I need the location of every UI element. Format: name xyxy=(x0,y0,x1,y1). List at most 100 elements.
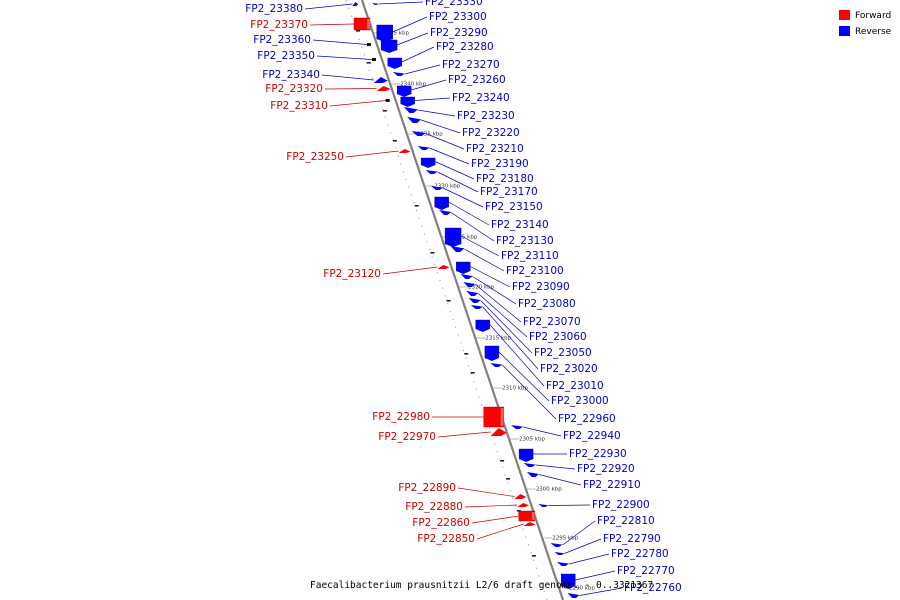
gene-feature-reverse[interactable] xyxy=(460,274,473,279)
gene-label-reverse[interactable]: FP2_22810 xyxy=(597,515,655,527)
gene-feature-reverse[interactable] xyxy=(417,146,430,150)
gene-label-reverse[interactable]: FP2_22790 xyxy=(603,533,661,545)
gene-feature-reverse[interactable] xyxy=(518,448,534,460)
gene-label-reverse[interactable]: FP2_22920 xyxy=(577,463,635,475)
gene-feature-forward[interactable] xyxy=(398,149,411,153)
gene-feature-forward[interactable] xyxy=(371,58,376,61)
gene-label-reverse[interactable]: FP2_23150 xyxy=(485,201,543,213)
gene-label-forward[interactable]: FP2_22850 xyxy=(417,533,475,545)
gene-label-forward[interactable]: FP2_23370 xyxy=(250,19,308,31)
gene-label-reverse[interactable]: FP2_22770 xyxy=(617,565,675,577)
gene-label-reverse[interactable]: FP2_23300 xyxy=(429,11,487,23)
gene-label-reverse[interactable]: FP2_23140 xyxy=(491,219,549,231)
gene-label-reverse[interactable]: FP2_23020 xyxy=(540,363,598,375)
gene-feature-reverse[interactable] xyxy=(403,107,418,113)
gene-feature-reverse[interactable] xyxy=(444,227,462,245)
gene-feature-reverse[interactable] xyxy=(387,57,402,67)
gene-feature-reverse[interactable] xyxy=(396,85,412,95)
gene-label-reverse[interactable]: FP2_23000 xyxy=(551,395,609,407)
gene-feature-reverse[interactable] xyxy=(526,472,539,477)
gene-feature-reverse[interactable] xyxy=(420,157,436,166)
gene-label-forward[interactable]: FP2_23360 xyxy=(253,34,311,46)
gene-label-reverse[interactable]: FP2_23010 xyxy=(546,380,604,392)
gene-label-reverse[interactable]: FP2_22780 xyxy=(611,548,669,560)
gene-label-forward[interactable]: FP2_23350 xyxy=(257,50,315,62)
gene-feature-forward[interactable] xyxy=(352,2,359,6)
gene-feature-reverse[interactable] xyxy=(523,463,536,467)
gene-feature-forward[interactable] xyxy=(490,428,507,436)
gene-label-reverse[interactable]: FP2_23060 xyxy=(529,331,587,343)
gene-feature-reverse[interactable] xyxy=(411,131,426,136)
gene-label-reverse[interactable]: FP2_23240 xyxy=(452,92,510,104)
gene-label-reverse[interactable]: FP2_22760 xyxy=(624,582,682,594)
gene-label-forward[interactable]: FP2_23320 xyxy=(265,83,323,95)
gene-label-reverse[interactable]: FP2_23090 xyxy=(512,281,570,293)
gene-label-forward[interactable]: FP2_22980 xyxy=(372,411,430,423)
gene-label-reverse[interactable]: FP2_23220 xyxy=(462,127,520,139)
gene-feature-reverse[interactable] xyxy=(490,363,503,367)
gene-label-forward[interactable]: FP2_23250 xyxy=(286,151,344,163)
gene-feature-reverse[interactable] xyxy=(376,24,393,40)
gene-label-reverse[interactable]: FP2_23180 xyxy=(476,173,534,185)
gene-feature-reverse[interactable] xyxy=(567,593,580,598)
gene-feature-reverse[interactable] xyxy=(400,96,415,105)
gene-label-reverse[interactable]: FP2_23050 xyxy=(534,347,592,359)
gene-label-forward[interactable]: FP2_22860 xyxy=(412,517,470,529)
gene-label-reverse[interactable]: FP2_22900 xyxy=(592,499,650,511)
gene-feature-reverse[interactable] xyxy=(392,72,405,76)
gene-label-forward[interactable]: FP2_23380 xyxy=(245,3,303,15)
gene-label-reverse[interactable]: FP2_23290 xyxy=(430,27,488,39)
gene-feature-reverse[interactable] xyxy=(407,117,422,123)
gene-label-reverse[interactable]: FP2_23170 xyxy=(480,186,538,198)
gene-feature-reverse[interactable] xyxy=(439,210,452,215)
gene-feature-forward[interactable] xyxy=(437,265,450,269)
gene-label-reverse[interactable]: FP2_23330 xyxy=(425,0,483,8)
gene-feature-reverse[interactable] xyxy=(434,196,449,208)
gene-feature-forward[interactable] xyxy=(353,17,371,31)
gene-label-reverse[interactable]: FP2_23230 xyxy=(457,110,515,122)
gene-feature-reverse[interactable] xyxy=(463,282,476,287)
gene-feature-reverse[interactable] xyxy=(450,246,465,252)
gene-feature-forward[interactable] xyxy=(373,77,388,83)
gene-label-reverse[interactable]: FP2_23270 xyxy=(442,59,500,71)
gene-label-reverse[interactable]: FP2_23130 xyxy=(496,235,554,247)
gene-feature-reverse[interactable] xyxy=(380,39,398,51)
gene-feature-reverse[interactable] xyxy=(468,298,481,303)
gene-feature-forward[interactable] xyxy=(518,510,536,522)
gene-label-forward[interactable]: FP2_23120 xyxy=(323,268,381,280)
gene-label-reverse[interactable]: FP2_23100 xyxy=(506,265,564,277)
gene-feature-reverse[interactable] xyxy=(430,186,443,190)
gene-label-forward[interactable]: FP2_22970 xyxy=(378,431,436,443)
gene-feature-forward[interactable] xyxy=(376,86,391,91)
gene-feature-forward[interactable] xyxy=(523,522,536,526)
gene-feature-forward[interactable] xyxy=(517,503,530,507)
gene-label-reverse[interactable]: FP2_23260 xyxy=(448,74,506,86)
gene-label-reverse[interactable]: FP2_22960 xyxy=(558,413,616,425)
gene-label-reverse[interactable]: FP2_22930 xyxy=(569,448,627,460)
gene-feature-reverse[interactable] xyxy=(538,504,549,507)
gene-label-forward[interactable]: FP2_23310 xyxy=(270,100,328,112)
gene-label-reverse[interactable]: FP2_23280 xyxy=(436,41,494,53)
gene-label-reverse[interactable]: FP2_23210 xyxy=(466,143,524,155)
gene-feature-reverse[interactable] xyxy=(484,345,500,359)
gene-feature-reverse[interactable] xyxy=(456,261,471,272)
gene-feature-forward[interactable] xyxy=(385,99,390,102)
gene-feature-forward[interactable] xyxy=(514,494,527,499)
gene-label-forward[interactable]: FP2_23340 xyxy=(262,69,320,81)
gene-feature-forward[interactable] xyxy=(366,43,371,46)
gene-feature-reverse[interactable] xyxy=(556,562,569,566)
gene-feature-reverse[interactable] xyxy=(466,291,479,296)
gene-feature-reverse[interactable] xyxy=(511,425,524,429)
gene-feature-reverse[interactable] xyxy=(425,170,438,174)
gene-label-reverse[interactable]: FP2_23190 xyxy=(471,158,529,170)
gene-feature-reverse[interactable] xyxy=(550,543,563,547)
gene-label-forward[interactable]: FP2_22880 xyxy=(405,501,463,513)
gene-feature-forward[interactable] xyxy=(483,406,504,428)
gene-label-reverse[interactable]: FP2_23080 xyxy=(518,298,576,310)
gene-label-reverse[interactable]: FP2_23070 xyxy=(523,316,581,328)
gene-label-reverse[interactable]: FP2_22940 xyxy=(563,430,621,442)
gene-label-forward[interactable]: FP2_22890 xyxy=(398,482,456,494)
gene-label-reverse[interactable]: FP2_23110 xyxy=(501,250,559,262)
gene-feature-reverse[interactable] xyxy=(372,3,379,5)
gene-feature-reverse[interactable] xyxy=(554,552,565,555)
